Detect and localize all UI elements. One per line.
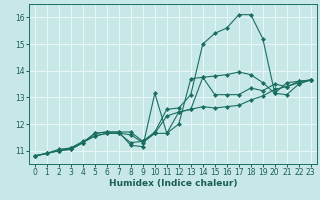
X-axis label: Humidex (Indice chaleur): Humidex (Indice chaleur) [108, 179, 237, 188]
